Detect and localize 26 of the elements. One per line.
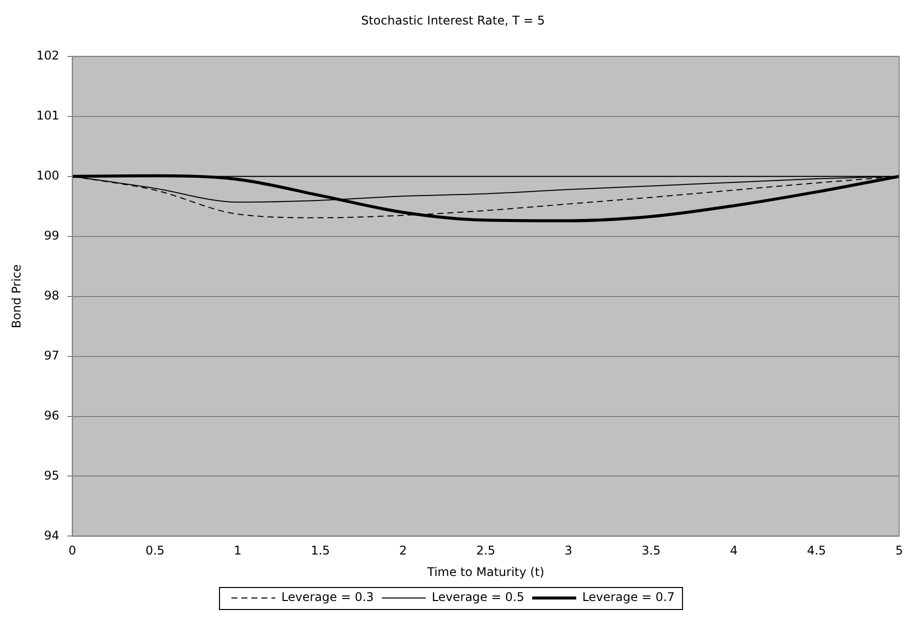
x-axis-title: Time to Maturity (t)	[426, 564, 544, 579]
y-axis-title: Bond Price	[9, 264, 24, 328]
chart-title: Stochastic Interest Rate, T = 5	[361, 13, 545, 28]
x-tick-label: 3	[564, 544, 572, 558]
legend-label: Leverage = 0.5	[432, 590, 524, 604]
x-tick-label: 2	[399, 544, 407, 558]
legend-label: Leverage = 0.3	[281, 590, 374, 604]
y-tick-label: 98	[44, 288, 60, 302]
y-tick-label: 99	[44, 228, 60, 242]
y-tick-label: 96	[44, 408, 60, 422]
y-tick-label: 101	[36, 108, 60, 122]
x-tick-label: 1.5	[310, 544, 330, 558]
x-tick-label: 3.5	[642, 544, 661, 558]
x-tick-label: 2.5	[476, 544, 496, 558]
x-tick-label: 4	[730, 544, 738, 558]
x-tick-label: 4.5	[806, 544, 826, 558]
x-tick-label: 0	[68, 544, 76, 558]
x-tick-label: 0.5	[145, 544, 165, 558]
x-tick-label: 1	[234, 544, 242, 558]
x-tick-label: 5	[895, 544, 904, 558]
y-tick-label: 100	[36, 168, 60, 182]
y-tick-label: 102	[36, 48, 60, 63]
legend-label: Leverage = 0.7	[582, 590, 675, 604]
y-tick-label: 94	[44, 528, 60, 542]
y-tick-label: 95	[44, 468, 60, 482]
y-tick-label: 97	[44, 348, 60, 362]
